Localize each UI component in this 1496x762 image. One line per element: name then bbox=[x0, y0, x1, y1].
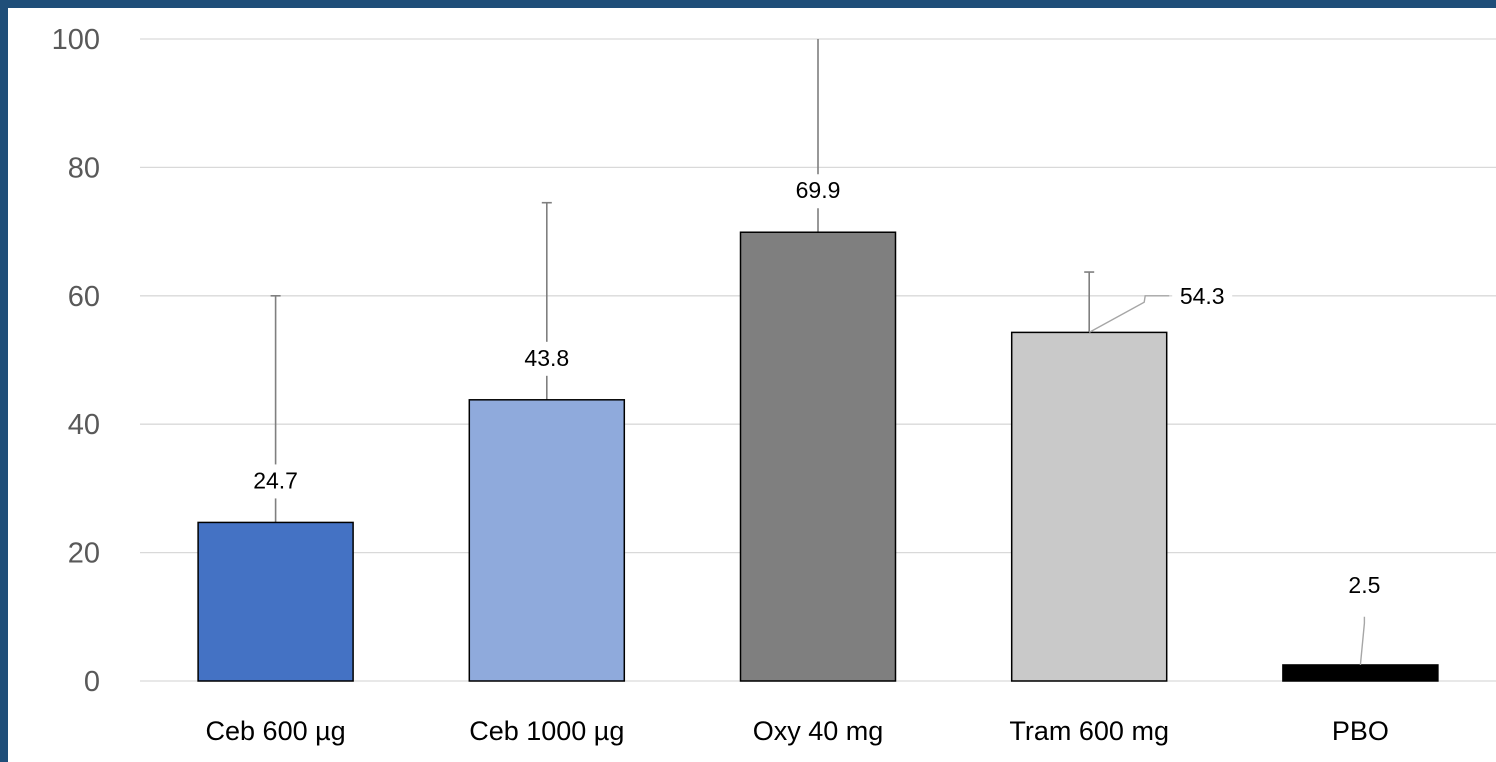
x-axis: Ceb 600 µg Ceb 1000 µg Oxy 40 mg Tram 600 m… bbox=[206, 716, 1389, 746]
x-tick-label: Oxy 40 mg bbox=[753, 716, 884, 746]
y-tick-label: 100 bbox=[52, 24, 100, 56]
y-tick-label: 0 bbox=[84, 666, 100, 698]
data-label: 43.8 bbox=[524, 345, 569, 371]
data-label-background bbox=[243, 464, 308, 499]
data-label: 2.5 bbox=[1348, 572, 1380, 598]
data-label-background bbox=[1172, 278, 1233, 311]
x-tick-label: Ceb 600 µg bbox=[206, 716, 346, 746]
y-tick-label: 20 bbox=[68, 538, 100, 570]
bar bbox=[468, 399, 626, 682]
bar bbox=[739, 231, 897, 682]
x-tick-label: Tram 600 mg bbox=[1009, 716, 1169, 746]
bar bbox=[1282, 664, 1439, 682]
bar bbox=[197, 521, 354, 682]
data-label: 69.9 bbox=[796, 177, 841, 203]
label-leader-lines bbox=[1088, 295, 1366, 666]
y-axis: 0 20 40 60 80 100 bbox=[52, 24, 100, 698]
x-tick-label: Ceb 1000 µg bbox=[469, 716, 624, 746]
y-tick-label: 80 bbox=[68, 152, 100, 184]
data-label: 24.7 bbox=[253, 467, 298, 493]
error-bars bbox=[270, 39, 1095, 523]
bars bbox=[197, 231, 1439, 682]
data-labels: 24.7 43.8 69.9 54.3 2.5 bbox=[243, 174, 1380, 598]
data-label-background bbox=[514, 341, 579, 376]
y-tick-label: 60 bbox=[68, 281, 100, 313]
label-leader-line bbox=[1088, 295, 1170, 334]
label-leader-line bbox=[1359, 616, 1366, 666]
x-tick-label: PBO bbox=[1332, 716, 1389, 746]
data-label-background bbox=[786, 174, 850, 209]
y-tick-label: 40 bbox=[68, 409, 100, 441]
data-label: 54.3 bbox=[1180, 283, 1225, 309]
bar bbox=[1010, 331, 1168, 682]
